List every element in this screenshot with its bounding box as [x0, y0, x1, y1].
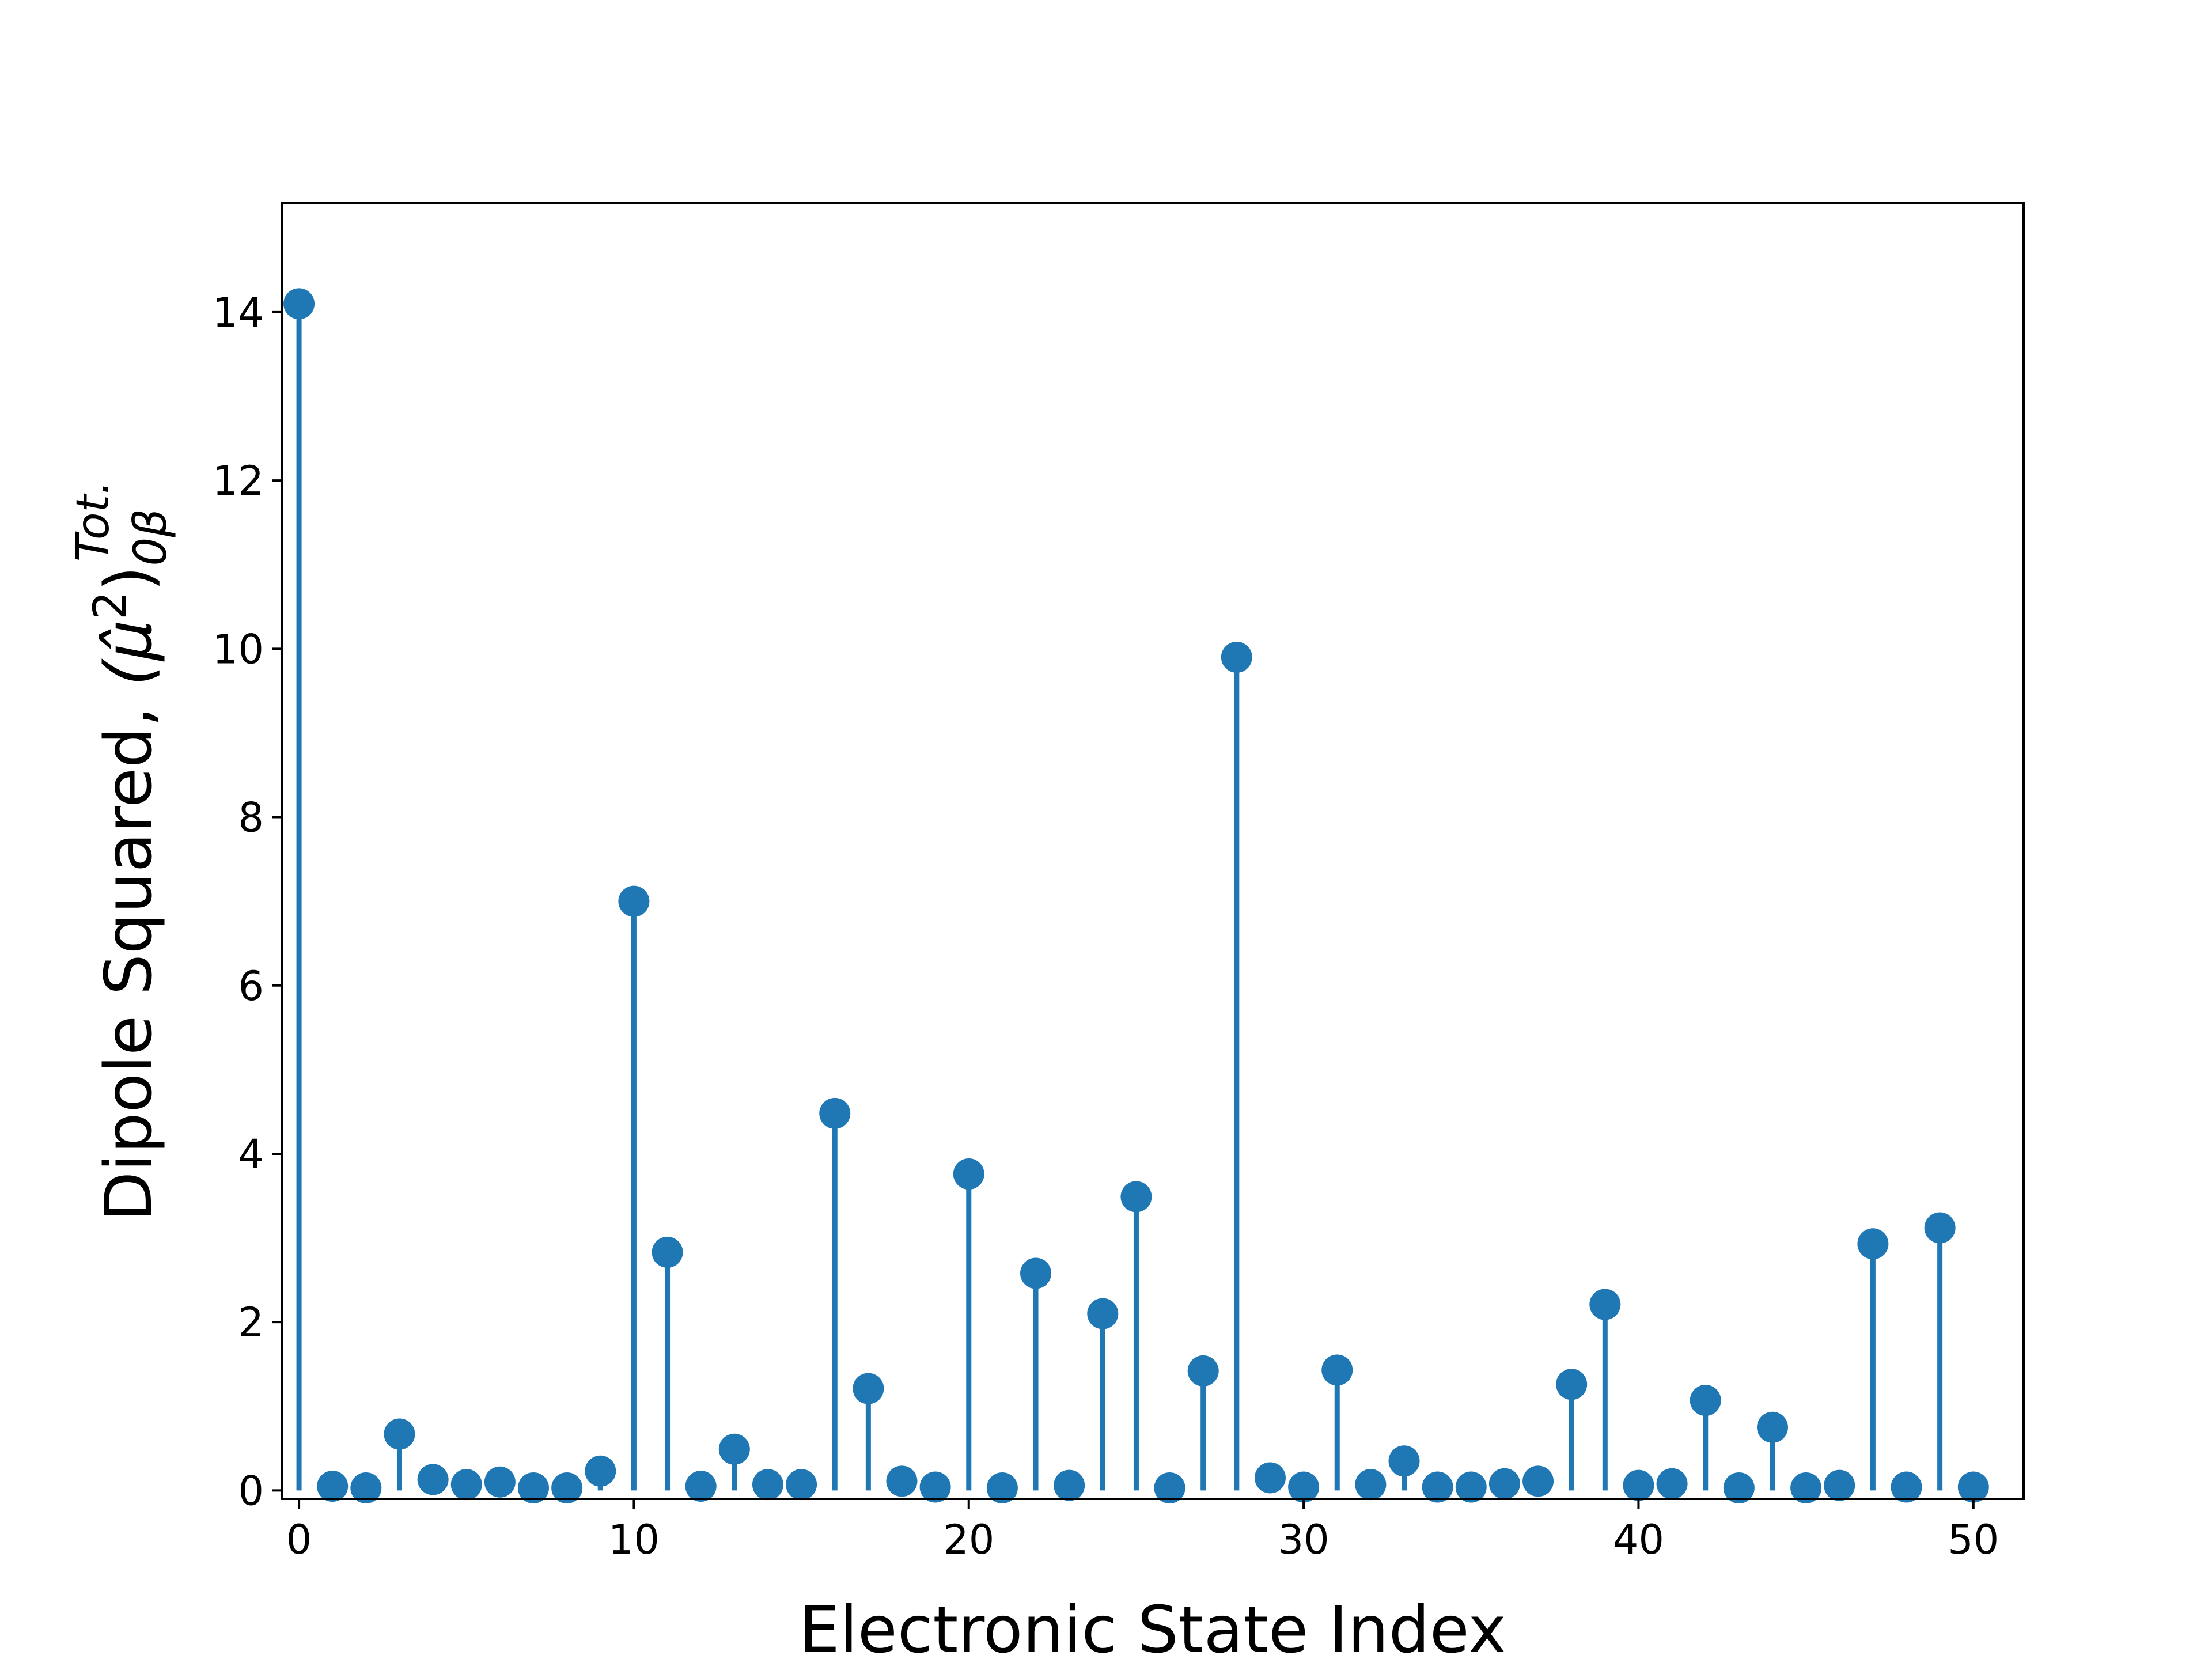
stem-marker: [1120, 1181, 1152, 1213]
stem-marker: [953, 1158, 984, 1190]
stem-marker: [1455, 1471, 1487, 1503]
stem-marker: [1187, 1355, 1219, 1387]
stem-marker: [1924, 1212, 1956, 1244]
stem-marker: [1154, 1472, 1185, 1504]
stem-marker: [585, 1455, 616, 1487]
stem-marker: [1656, 1468, 1688, 1499]
stem-marker: [283, 288, 315, 320]
stem-markers: [283, 288, 1989, 1504]
stem-marker: [317, 1471, 349, 1502]
stem-marker: [1723, 1472, 1755, 1504]
stem-marker: [1824, 1469, 1855, 1501]
stem-marker: [1388, 1445, 1420, 1477]
y-tick-label: 0: [238, 1467, 264, 1514]
y-axis-label-power: 2: [85, 591, 137, 620]
y-tick-label: 12: [213, 457, 264, 505]
y-tick-label: 14: [213, 289, 264, 336]
stem-marker: [551, 1472, 583, 1504]
stem-marker: [618, 885, 650, 917]
stem-marker: [986, 1472, 1018, 1504]
stem-marker: [1957, 1471, 1989, 1503]
stem-marker: [718, 1433, 750, 1465]
stem-marker: [484, 1466, 516, 1498]
stem-marker: [886, 1465, 918, 1497]
stem-marker: [1857, 1228, 1889, 1260]
y-axis-label-superscript: Tot.: [67, 480, 119, 562]
stem-marker: [1321, 1354, 1353, 1386]
x-axis-ticks: 0 10 20 30 40 50: [286, 1499, 1999, 1563]
stem-marker: [450, 1469, 482, 1501]
stem-marker: [1790, 1472, 1822, 1504]
stem-marker: [1589, 1289, 1621, 1320]
stem-marker: [1891, 1471, 1922, 1503]
stem-marker: [1756, 1411, 1788, 1443]
stem-marker: [1522, 1465, 1554, 1497]
stem-marker: [1690, 1385, 1721, 1416]
x-axis-label: Electronic State Index: [799, 1593, 1506, 1659]
stem-marker: [1556, 1369, 1588, 1400]
stem-marker: [1355, 1469, 1387, 1501]
x-tick-label: 40: [1613, 1516, 1664, 1563]
x-tick-label: 30: [1278, 1516, 1330, 1563]
y-axis-ticks: 0 2 4 6 8 10 12 14: [213, 289, 282, 1514]
stem-marker: [1020, 1257, 1052, 1289]
stem-marker: [1087, 1298, 1119, 1330]
stem-marker: [919, 1471, 951, 1503]
x-tick-label: 20: [943, 1516, 994, 1563]
stem-marker: [384, 1418, 415, 1450]
stem-marker: [1221, 641, 1252, 673]
y-tick-label: 4: [238, 1131, 264, 1178]
stem-marker: [1488, 1468, 1520, 1499]
y-tick-label: 6: [238, 963, 264, 1010]
stem-marker: [1254, 1462, 1286, 1494]
y-tick-label: 10: [213, 626, 264, 673]
stem-marker: [1422, 1471, 1453, 1503]
y-axis-label-math: (μ̂: [92, 620, 166, 686]
plot-area-background: [282, 203, 2024, 1499]
y-tick-label: 8: [238, 794, 264, 842]
stem-marker: [819, 1097, 851, 1129]
y-axis-label-text: Dipole Squared,: [92, 686, 166, 1221]
stem-marker: [350, 1472, 382, 1504]
stem-marker: [1054, 1469, 1085, 1501]
stem-marker: [518, 1472, 550, 1504]
stem-marker: [685, 1471, 717, 1502]
y-axis-label-subscript: 0β: [125, 509, 177, 566]
x-tick-label: 10: [608, 1516, 660, 1563]
x-tick-label: 50: [1948, 1516, 1999, 1563]
svg-text:Dipole Squared, (μ̂2)0βTot.: Dipole Squared, (μ̂2)0βTot.: [67, 480, 177, 1221]
y-tick-label: 2: [238, 1299, 264, 1346]
stem-marker: [417, 1464, 449, 1495]
stem-marker: [652, 1236, 683, 1268]
plot-frame: [281, 202, 2025, 1500]
stem-marker: [752, 1469, 783, 1501]
stem-marker: [1288, 1471, 1320, 1503]
stem-marker: [786, 1469, 817, 1501]
stem-marker: [1623, 1469, 1654, 1501]
y-axis-label: Dipole Squared, (μ̂2)0βTot.: [67, 480, 177, 1221]
stem-marker: [853, 1373, 884, 1404]
x-tick-label: 0: [286, 1516, 312, 1563]
y-axis-label-close: ): [92, 566, 166, 592]
